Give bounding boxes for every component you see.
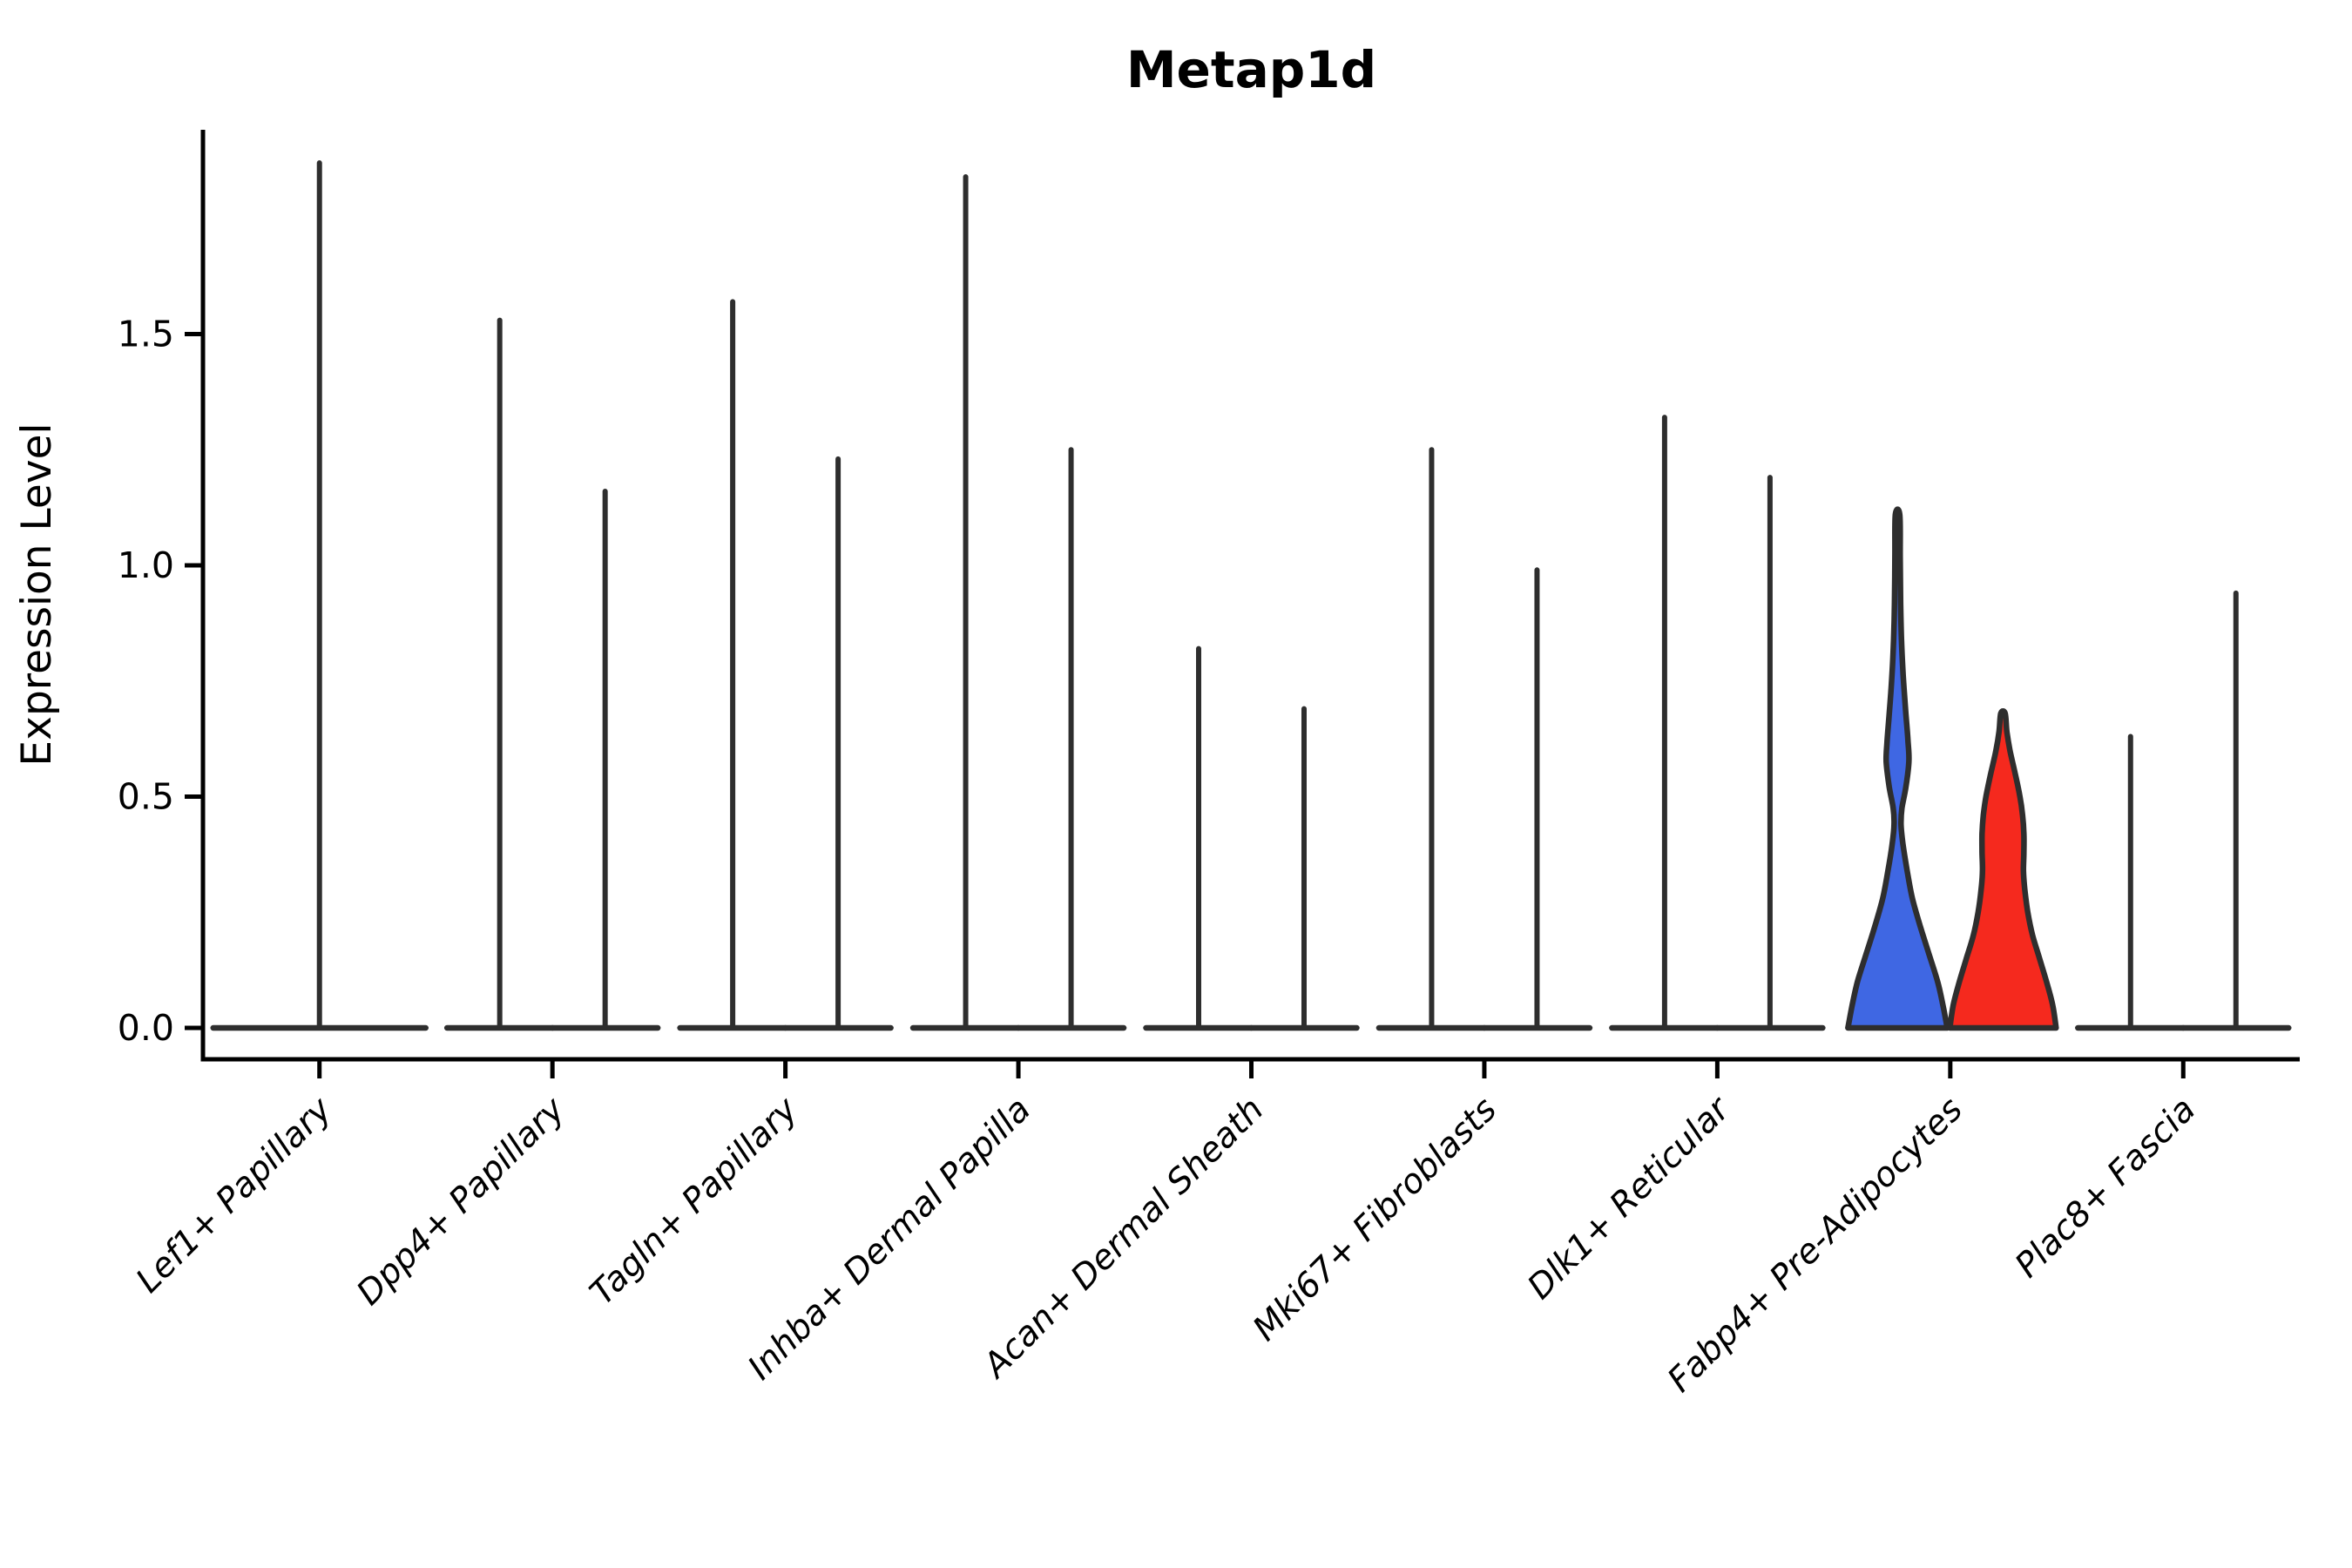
x-tick-label: Dpp4+ Papillary: [349, 1090, 573, 1314]
violin-group: [1845, 506, 2059, 1031]
violin-group: [2075, 590, 2292, 1031]
x-tick-label: Mki67+ Fibroblasts: [1246, 1090, 1504, 1348]
violin-group: [1143, 645, 1360, 1031]
x-tick-label: Plac8+ Fascia: [2008, 1090, 2203, 1285]
violin-group: [677, 299, 894, 1031]
violin-filled: [1947, 708, 2059, 1031]
violin-group: [210, 160, 429, 1031]
violin-group: [443, 317, 661, 1031]
y-tick-label: 1.5: [118, 314, 174, 355]
y-tick-label: 0.5: [118, 776, 174, 818]
violin-group: [909, 173, 1127, 1031]
violin-filled: [1845, 506, 1950, 1031]
x-tick-label: Tagln+ Papillary: [583, 1090, 806, 1313]
x-tick-label: Dlk1+ Reticular: [1520, 1088, 1739, 1307]
chart-title: Metap1d: [1126, 40, 1376, 99]
x-tick-label: Lef1+ Papillary: [129, 1090, 341, 1301]
y-axis-label: Expression Level: [13, 422, 61, 766]
violin-group: [1609, 415, 1826, 1031]
y-tick-label: 0.0: [118, 1007, 174, 1049]
y-tick-label: 1.0: [118, 544, 174, 586]
violin-group: [1375, 447, 1593, 1031]
